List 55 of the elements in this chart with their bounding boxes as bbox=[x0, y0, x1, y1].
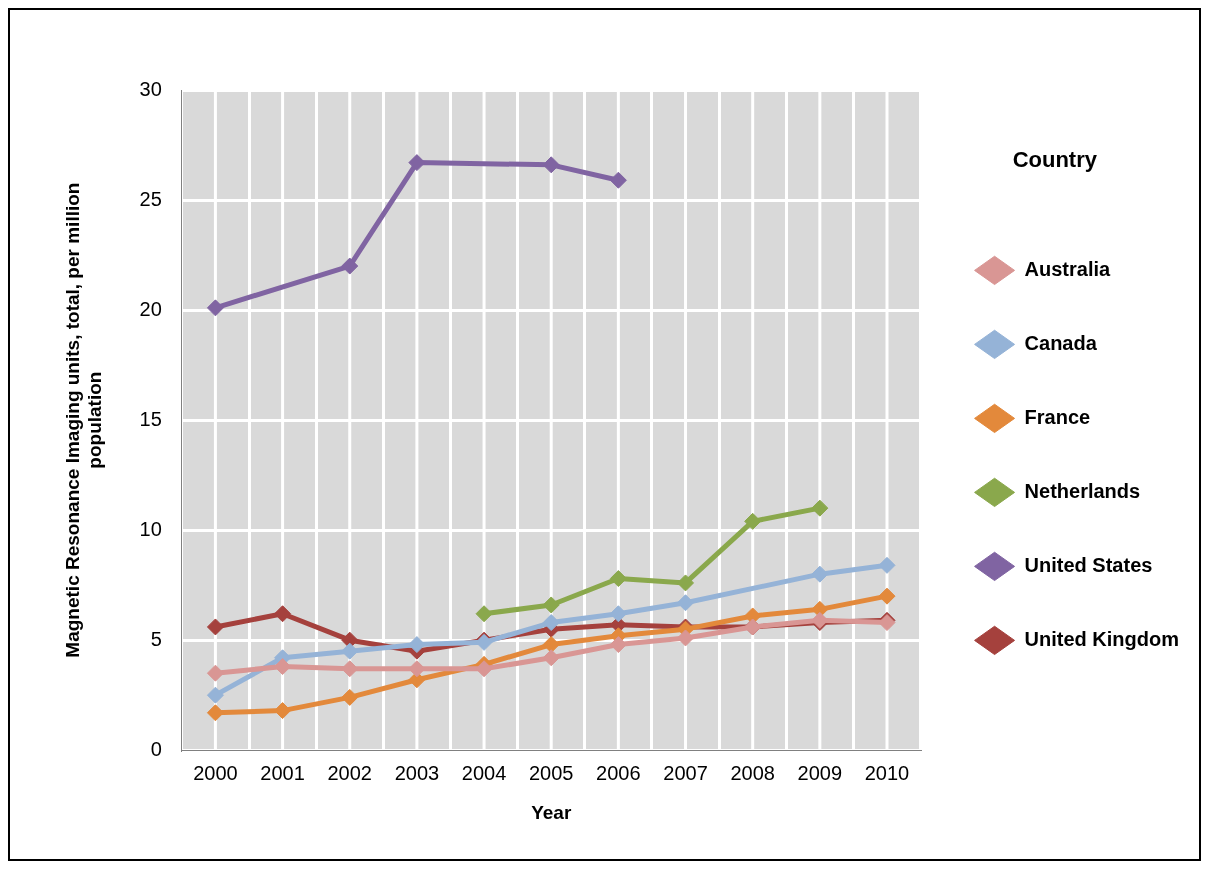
point bbox=[609, 605, 627, 623]
x-tick-label: 2002 bbox=[327, 761, 372, 784]
point bbox=[206, 686, 224, 704]
x-tick-label: 2001 bbox=[260, 761, 305, 784]
y-tick-label: 10 bbox=[139, 517, 162, 540]
point bbox=[677, 574, 695, 592]
point bbox=[542, 596, 560, 614]
y-axis-title: Magnetic Resonance Imaging units, total, per million population bbox=[61, 182, 106, 658]
x-tick-label: 2008 bbox=[730, 761, 775, 784]
point bbox=[542, 614, 560, 632]
x-tick-label: 2003 bbox=[394, 761, 440, 784]
point bbox=[677, 594, 695, 612]
legend-label: Canada bbox=[1024, 331, 1098, 354]
point bbox=[744, 512, 762, 530]
x-tick-label: 2007 bbox=[663, 761, 708, 784]
x-tick-label: 2006 bbox=[596, 761, 641, 784]
point bbox=[811, 499, 829, 517]
point bbox=[811, 565, 829, 583]
point bbox=[206, 664, 224, 682]
x-tick-label: 2004 bbox=[461, 761, 507, 784]
x-tick-label: 2009 bbox=[797, 761, 843, 784]
point bbox=[542, 636, 560, 654]
x-tick-label: 2005 bbox=[528, 761, 574, 784]
legend-label: United States bbox=[1024, 553, 1153, 576]
point bbox=[542, 649, 560, 667]
point bbox=[408, 636, 426, 654]
point bbox=[878, 587, 896, 605]
point bbox=[341, 257, 359, 275]
legend-label: United Kingdom bbox=[1024, 627, 1180, 650]
point bbox=[677, 629, 695, 647]
point bbox=[274, 702, 292, 720]
x-tick-label: 2000 bbox=[193, 761, 238, 784]
point bbox=[878, 556, 896, 574]
x-tick-label: 2010 bbox=[864, 761, 910, 784]
y-tick-label: 0 bbox=[150, 737, 162, 760]
legend-label: France bbox=[1024, 405, 1091, 428]
y-tick-label: 20 bbox=[139, 297, 162, 320]
point bbox=[206, 618, 224, 636]
y-tick-label: 15 bbox=[139, 407, 162, 430]
legend-title: Country bbox=[1012, 147, 1098, 173]
point bbox=[609, 570, 627, 588]
point bbox=[475, 605, 493, 623]
point bbox=[206, 704, 224, 722]
point bbox=[274, 605, 292, 623]
point bbox=[609, 171, 627, 189]
legend-label: Australia bbox=[1024, 257, 1112, 280]
x-axis-title: Year bbox=[531, 801, 572, 823]
point bbox=[206, 299, 224, 317]
y-tick-label: 30 bbox=[139, 77, 162, 100]
point bbox=[341, 688, 359, 706]
legend-label: Netherlands bbox=[1024, 479, 1141, 502]
point bbox=[408, 154, 426, 172]
y-tick-label: 25 bbox=[139, 187, 162, 210]
y-tick-label: 5 bbox=[150, 627, 162, 650]
point bbox=[609, 636, 627, 654]
